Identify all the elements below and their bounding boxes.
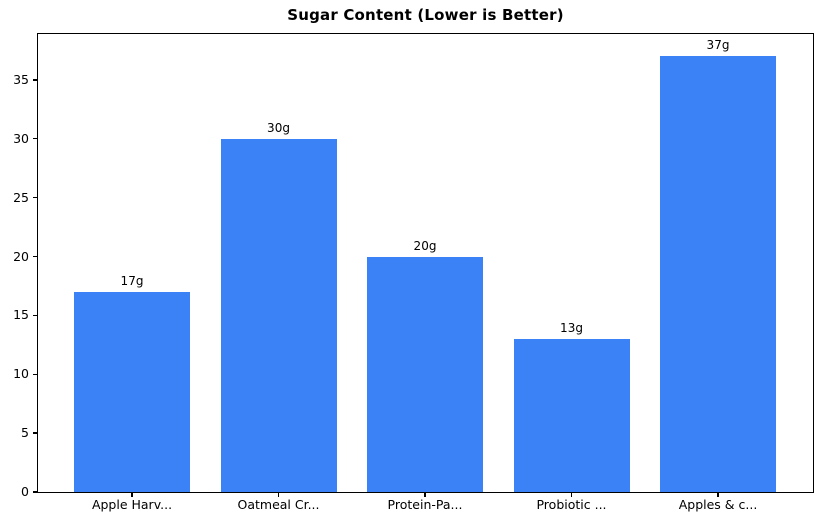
bar-value-label: 37g [706, 38, 730, 53]
bar-value-label: 17g [120, 273, 144, 288]
bar [220, 138, 337, 492]
x-tick-mark [570, 493, 573, 497]
y-tick-mark [33, 255, 37, 258]
bar [660, 56, 776, 492]
x-tick-label: Oatmeal Cr... [237, 497, 320, 512]
bar [367, 256, 483, 492]
y-tick-mark [33, 491, 37, 493]
x-tick-label: Probiotic ... [536, 497, 607, 512]
y-tick-mark [33, 432, 37, 434]
chart-title: Sugar Content (Lower is Better) [287, 6, 564, 24]
x-tick-label: Apple Harv... [91, 497, 173, 512]
y-tick-mark [33, 314, 37, 317]
y-tick-label: 10 [13, 366, 29, 381]
bar-value-label: 13g [560, 320, 583, 335]
y-tick-label: 25 [13, 189, 29, 205]
y-tick-mark [33, 373, 37, 375]
bar [513, 338, 630, 492]
y-tick-label: 0 [21, 483, 29, 499]
bar-value-label: 20g [413, 238, 437, 253]
y-tick-label: 5 [21, 424, 29, 440]
x-tick-mark [131, 493, 133, 497]
bar [74, 291, 190, 492]
y-tick-label: 15 [13, 307, 29, 323]
y-tick-label: 30 [13, 130, 29, 146]
y-tick-label: 35 [13, 71, 29, 87]
y-tick-mark [33, 79, 37, 81]
x-tick-mark [424, 493, 426, 497]
x-tick-mark [717, 493, 719, 497]
plot-area: 0 5 10 15 20 25 30 35 17g Apple Harv... 30g Oatmeal… [13, 33, 814, 511]
y-tick-mark [33, 138, 37, 140]
y-tick-label: 20 [13, 248, 29, 264]
x-tick-label: Apples & c... [678, 497, 758, 512]
x-tick-mark [277, 493, 280, 497]
bar-value-label: 30g [267, 120, 290, 135]
x-tick-label: Protein-Pa... [387, 497, 463, 512]
y-tick-mark [33, 196, 37, 199]
